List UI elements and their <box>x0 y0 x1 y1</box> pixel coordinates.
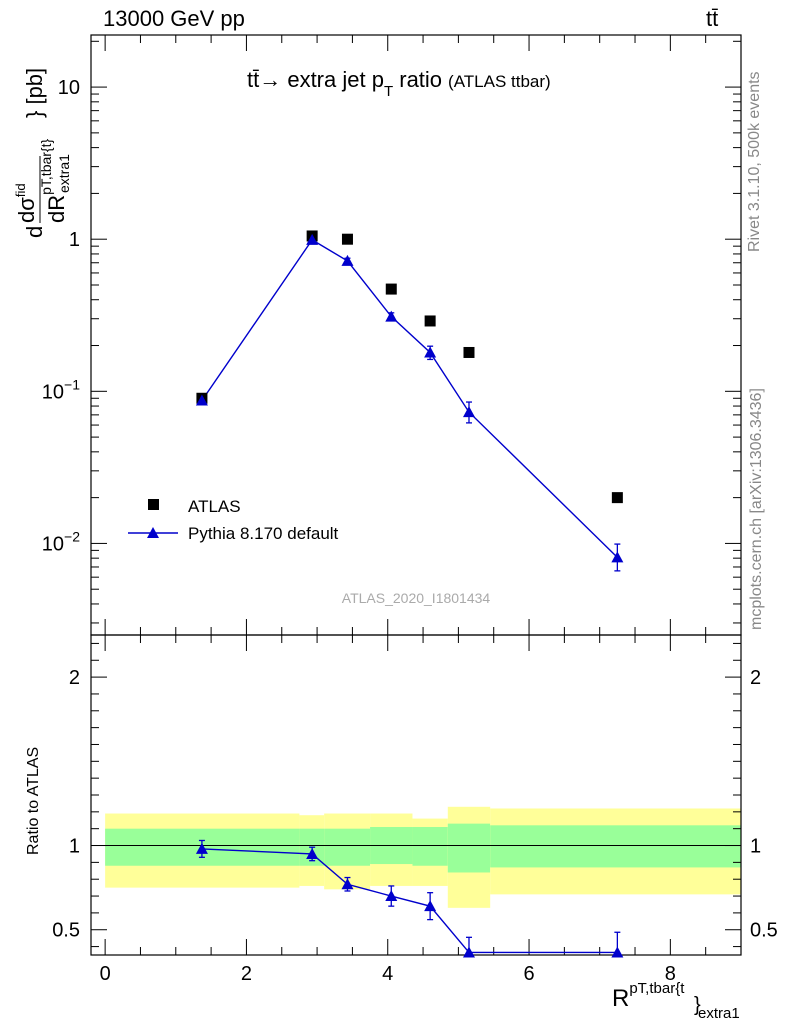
atlas-point <box>424 315 436 327</box>
x-tick-label: 6 <box>523 963 534 985</box>
ratio-y-tick-label: 1 <box>69 836 80 858</box>
y-tick-label: 10−1 <box>42 376 80 403</box>
y-tick-label: 1 <box>69 229 80 251</box>
ratio-series <box>195 839 624 958</box>
main-axis-ticks: 10 1 10−1 10−2 <box>42 35 742 635</box>
ratio-y-tick-label: 2 <box>69 667 80 689</box>
legend-label-atlas: ATLAS <box>188 497 241 516</box>
y-tick-label: 10−2 <box>42 528 80 555</box>
ratio-y-tick-label-right: 2 <box>750 667 761 689</box>
ratio-plot-frame <box>90 634 742 956</box>
ratio-y-tick-label-right: 0.5 <box>750 920 778 942</box>
band-inner <box>324 828 371 866</box>
mc-point <box>306 233 319 245</box>
band-inner <box>447 823 491 873</box>
atlas-point <box>341 233 353 245</box>
mc-point <box>341 254 354 266</box>
x-axis-label-sub: extra1 <box>698 1005 740 1022</box>
legend-label-mc: Pythia 8.170 default <box>188 524 339 543</box>
atlas-point <box>463 346 475 358</box>
mc-line <box>201 238 618 558</box>
svg-text:d: d <box>22 226 47 238</box>
x-tick-label: 4 <box>382 963 393 985</box>
legend-marker-mc <box>147 527 159 538</box>
main-plot-frame <box>90 34 742 636</box>
atlas-point <box>385 283 397 295</box>
mc-point <box>611 551 624 563</box>
analysis-watermark: ATLAS_2020_I1801434 <box>342 590 491 606</box>
mc-point <box>195 394 208 406</box>
svg-text:dσfid: dσfid <box>13 183 39 223</box>
mc-point <box>462 406 475 418</box>
ratio-bands <box>91 806 741 908</box>
ratio-y-label: Ratio to ATLAS <box>25 747 42 855</box>
band-inner <box>412 827 448 866</box>
ratio-y-tick-label-right: 1 <box>750 836 761 858</box>
main-series <box>195 230 624 572</box>
mc-point <box>385 310 398 322</box>
ratio-point <box>462 946 475 958</box>
header-left: 13000 GeV pp <box>103 6 245 31</box>
chart-title: tt̄→ extra jet pT ratio (ATLAS ttbar) <box>247 67 551 100</box>
band-inner <box>490 825 741 868</box>
legend-marker-atlas <box>148 499 159 510</box>
ratio-point <box>195 842 208 854</box>
svg-text:dRpT,tbar{t}: dRpT,tbar{t} <box>38 139 69 223</box>
ratio-point <box>611 946 624 958</box>
main-y-label: d dσfid dRpT,tbar{t} extra1 } [pb] <box>13 68 72 238</box>
y-tick-label: 10 <box>58 77 80 99</box>
svg-text:} [pb]: } [pb] <box>22 68 47 118</box>
ratio-point <box>306 847 319 859</box>
ratio-y-tick-label: 0.5 <box>52 920 80 942</box>
ratio-axis-ticks: 0 2 4 6 8 0.5 0.5 1 1 2 2 <box>52 635 778 985</box>
header-right: tt̄ <box>706 6 719 31</box>
ratio-point <box>424 900 437 912</box>
x-axis-label: RpT,tbar{t <box>612 980 685 1012</box>
x-tick-label: 8 <box>665 963 676 985</box>
ratio-point <box>385 890 398 902</box>
mc-point <box>424 346 437 358</box>
x-tick-label: 0 <box>100 963 111 985</box>
legend: ATLAS Pythia 8.170 default <box>128 497 339 543</box>
x-axis-label-brace: } <box>694 994 701 1016</box>
svg-text:extra1: extra1 <box>56 154 72 193</box>
ratio-point <box>341 878 354 890</box>
x-tick-label: 2 <box>241 963 252 985</box>
atlas-point <box>611 492 623 504</box>
